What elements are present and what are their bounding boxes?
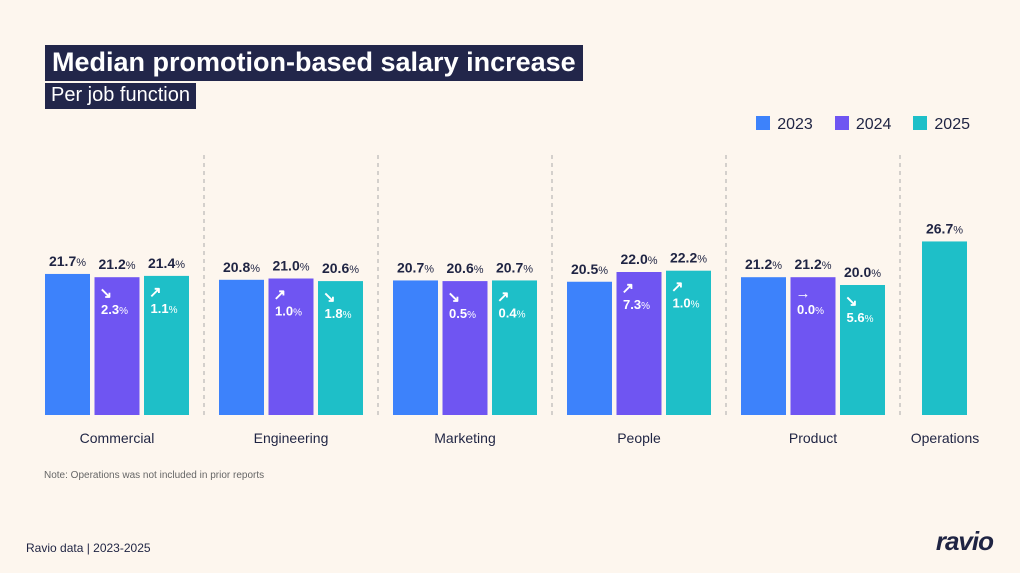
data-label: 21.2% <box>98 256 135 272</box>
data-label: 21.4% <box>148 255 185 271</box>
category-label: Commercial <box>80 430 155 446</box>
bar-2024-engineering <box>268 278 314 415</box>
data-label: 20.6% <box>322 260 359 276</box>
change-arrow-down-icon: ↘ <box>448 289 461 306</box>
change-label: 0.0% <box>797 302 824 317</box>
bar-2023-people <box>567 281 612 415</box>
change-label: 1.0% <box>673 296 700 311</box>
data-label: 21.2% <box>745 256 782 272</box>
source-label: Ravio data | 2023-2025 <box>26 541 151 555</box>
bar-2025-product <box>840 285 885 415</box>
change-arrow-up-icon: ↗ <box>622 280 635 297</box>
data-label: 20.6% <box>446 260 483 276</box>
bar-2023-commercial <box>45 273 90 415</box>
change-arrow-up-icon: ↗ <box>149 284 162 301</box>
bar-2023-engineering <box>219 279 264 415</box>
category-label: People <box>617 430 661 446</box>
change-arrow-up-icon: ↗ <box>497 288 510 305</box>
legend-item-2024: 2024 <box>834 116 891 134</box>
data-label: 21.2% <box>794 256 831 272</box>
bar-2025-engineering <box>318 281 363 415</box>
bar-2024-marketing <box>442 281 488 415</box>
footnote: Note: Operations was not included in pri… <box>44 470 265 481</box>
bar-2025-people <box>666 270 711 415</box>
change-arrow-down-icon: ↘ <box>323 289 336 306</box>
bar-2023-marketing <box>393 280 438 415</box>
category-label: Marketing <box>434 430 495 446</box>
data-label: 26.7% <box>926 220 963 236</box>
change-arrow-down-icon: ↘ <box>845 293 858 310</box>
data-label: 20.7% <box>397 259 434 275</box>
bar-2024-commercial <box>94 277 140 415</box>
data-label: 20.7% <box>496 259 533 275</box>
change-label: 5.6% <box>847 310 874 325</box>
data-label: 22.2% <box>670 250 707 266</box>
legend-item-2025: 2025 <box>913 116 970 134</box>
change-arrow-flat-icon: → <box>796 285 811 302</box>
change-arrow-down-icon: ↘ <box>100 285 113 302</box>
change-label: 0.5% <box>449 306 476 321</box>
data-label: 22.0% <box>620 251 657 267</box>
chart-title: Median promotion-based salary increase <box>45 45 583 81</box>
legend: 2023 2024 2025 <box>756 116 970 134</box>
bar-2025-marketing <box>492 280 537 415</box>
data-label: 20.8% <box>223 259 260 275</box>
change-arrow-up-icon: ↗ <box>274 287 287 304</box>
chart-subtitle: Per job function <box>45 83 196 109</box>
change-label: 7.3% <box>623 297 650 312</box>
bar-2023-product <box>741 277 786 415</box>
change-label: 1.8% <box>325 306 352 321</box>
ravio-logo: ravio <box>935 526 994 556</box>
bar-2025-operations <box>922 241 967 415</box>
change-label: 1.0% <box>275 304 302 319</box>
bar-2024-people <box>616 272 662 415</box>
category-label: Product <box>789 430 837 446</box>
bar-2024-product <box>790 277 836 415</box>
data-label: 21.0% <box>272 258 309 274</box>
data-label: 20.0% <box>844 264 881 280</box>
data-label: 20.5% <box>571 261 608 277</box>
change-label: 1.1% <box>151 301 178 316</box>
legend-item-2023: 2023 <box>756 116 813 134</box>
change-arrow-up-icon: ↗ <box>671 279 684 296</box>
category-label: Operations <box>911 430 979 446</box>
bar-2025-commercial <box>144 275 189 415</box>
change-label: 2.3% <box>101 302 128 317</box>
change-label: 0.4% <box>499 305 526 320</box>
category-label: Engineering <box>254 430 329 446</box>
data-label: 21.7% <box>49 253 86 269</box>
